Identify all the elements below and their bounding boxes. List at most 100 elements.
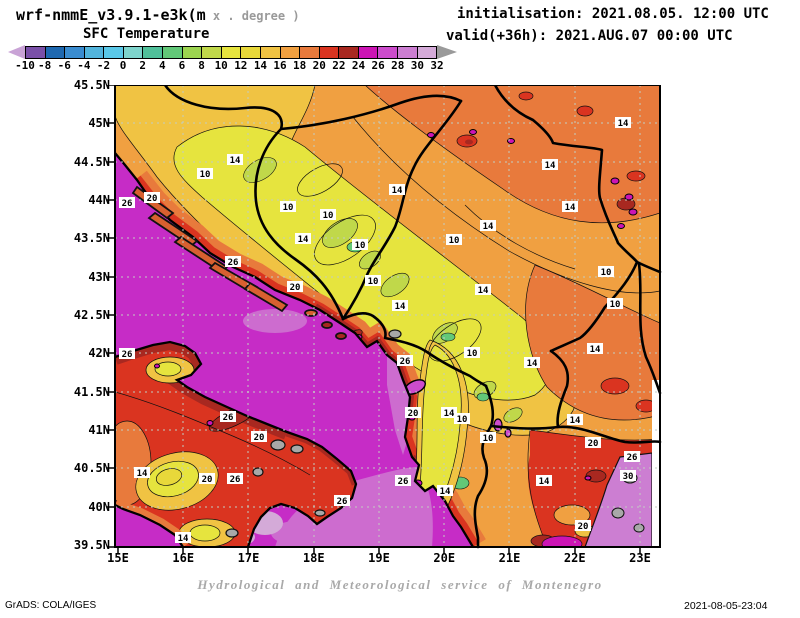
- colorbar-tick-label: -2: [96, 59, 111, 72]
- colorbar-segment: [143, 46, 164, 58]
- colorbar-right-arrow: [437, 45, 457, 59]
- colorbar-segment: [339, 46, 359, 58]
- contour-label-value: 14: [565, 203, 576, 213]
- colorbar-segment: [358, 46, 379, 58]
- contour-label-box: [334, 495, 350, 506]
- lon-label: 22E: [563, 551, 586, 565]
- colorbar-tick-label: 22: [332, 59, 346, 72]
- colorbar-tick-label: 20: [312, 59, 326, 72]
- lat-label: 42.5N: [73, 307, 110, 322]
- contour-label-value: 20: [588, 439, 599, 449]
- lat-label: 43N: [88, 269, 110, 284]
- lon-label: 20E: [433, 551, 456, 565]
- contour-label-value: 10: [449, 236, 460, 246]
- contour-label-box: [295, 233, 311, 244]
- lon-label: 16E: [172, 551, 195, 565]
- contour-label-box: [225, 256, 241, 267]
- contour-label-value: 26: [230, 475, 241, 485]
- colorbar-segment: [397, 46, 418, 58]
- contour-label-value: 14: [137, 469, 148, 479]
- contour-label-value: 14: [527, 359, 538, 369]
- contour-label-value: 26: [122, 350, 133, 360]
- contour-label-value: 26: [228, 258, 239, 268]
- colorbar-segment: [378, 46, 398, 58]
- contour-label-value: 10: [355, 241, 366, 251]
- lat-label: 41.5N: [73, 384, 110, 399]
- contour-label-value: 20: [290, 283, 301, 293]
- contour-label-box: [397, 355, 413, 366]
- contour-label-box: [352, 239, 368, 250]
- contour-label-box: [567, 414, 583, 425]
- initialisation-text: initialisation: 2021.08.05. 12:00 UTC: [457, 6, 769, 22]
- contour-label-value: 20: [202, 475, 213, 485]
- contour-label-value: 26: [400, 357, 411, 367]
- contour-label-box: [587, 343, 603, 354]
- chart-subtitle: SFC Temperature: [83, 26, 210, 42]
- colorbar-tick-label: -6: [57, 59, 71, 72]
- contour-label-box: [607, 298, 623, 309]
- model-title: wrf-nmmE_v3.9.1-e3k(m x . degree ): [16, 6, 300, 24]
- temperature-colorbar: -10 -8 -6 -4 -2 0 2 4 6 8 10 12 14 16 18 20 22 24 26 28 30 32: [8, 45, 478, 75]
- contour-label-box: [144, 192, 160, 203]
- colorbar-row: [8, 45, 478, 59]
- colorbar-tick-label: 16: [273, 59, 287, 72]
- lat-label: 44N: [88, 192, 110, 207]
- colorbar-tick-label: 28: [391, 59, 405, 72]
- model-title-main: wrf-nmmE_v3.9.1-e3k(m: [16, 6, 206, 24]
- country-borders: [163, 85, 662, 549]
- contour-label-value: 20: [147, 194, 158, 204]
- contour-label-value: 10: [601, 268, 612, 278]
- contour-label-box: [437, 485, 453, 496]
- lat-label: 43.5N: [73, 231, 110, 246]
- contour-label-box: [536, 475, 552, 486]
- contour-label-box: [320, 209, 336, 220]
- contour-label-value: 14: [440, 487, 451, 497]
- colorbar-tick-label: 18: [293, 59, 307, 72]
- contour-label-box: [199, 473, 215, 484]
- lon-label: 18E: [302, 551, 325, 565]
- colorbar-tick-label: 24: [351, 59, 366, 72]
- contour-label-value: 14: [483, 222, 494, 232]
- contour-label-value: 10: [283, 203, 294, 213]
- contour-label-value: 26: [627, 453, 638, 463]
- grey-island-blobs: [225, 329, 402, 538]
- model-title-units: x . degree ): [205, 9, 300, 23]
- contour-label-value: 10: [457, 415, 468, 425]
- axis-ticks: [107, 85, 641, 554]
- colorbar-tick-label: 8: [198, 59, 205, 72]
- lon-label: 17E: [237, 551, 260, 565]
- contour-label-value: 20: [254, 433, 265, 443]
- colorbar-tick-label: 14: [253, 59, 268, 72]
- colorbar-tick-label: 32: [430, 59, 444, 72]
- contour-label-value: 14: [392, 186, 403, 196]
- colorbar-segment: [241, 46, 261, 58]
- colorbar-segment: [45, 46, 66, 58]
- contour-label-box: [542, 159, 558, 170]
- lat-label: 45N: [88, 116, 110, 131]
- contour-label-value: 14: [444, 409, 455, 419]
- colorbar-segment: [65, 46, 85, 58]
- colorbar-segment: [202, 46, 222, 58]
- colorbar-tick-label: 0: [119, 59, 127, 72]
- contour-label-box: [575, 520, 591, 531]
- creation-timestamp: 2021-08-05-23:04: [684, 600, 768, 612]
- lon-label: 19E: [368, 551, 390, 565]
- contour-label-box: [446, 234, 462, 245]
- colorbar-segment: [163, 46, 183, 58]
- contour-label-box: [197, 168, 213, 179]
- colorbar-segment: [182, 46, 203, 58]
- contour-label-box: [389, 184, 405, 195]
- contour-label-value: 14: [618, 119, 629, 129]
- contour-label-value: 14: [590, 345, 601, 355]
- dalmatian-islands: [131, 185, 347, 340]
- contour-label-value: 10: [368, 277, 379, 287]
- colorbar-segment: [84, 46, 105, 58]
- colorbar-tick-label: 6: [178, 59, 186, 72]
- contour-label-value: 14: [395, 302, 406, 312]
- contour-label-box: [395, 475, 411, 486]
- colorbar-segment: [300, 46, 320, 58]
- contour-label-box: [615, 117, 631, 128]
